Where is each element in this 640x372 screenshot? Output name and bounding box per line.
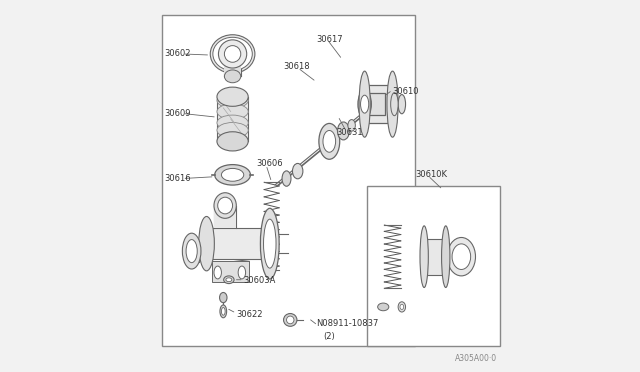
Ellipse shape bbox=[447, 237, 476, 276]
Ellipse shape bbox=[211, 35, 255, 73]
Ellipse shape bbox=[214, 193, 236, 218]
Ellipse shape bbox=[226, 278, 232, 282]
Ellipse shape bbox=[221, 308, 225, 315]
Ellipse shape bbox=[217, 132, 248, 151]
Text: 30618: 30618 bbox=[283, 62, 309, 71]
Text: 30616: 30616 bbox=[164, 174, 191, 183]
Ellipse shape bbox=[292, 163, 303, 179]
Ellipse shape bbox=[264, 219, 276, 268]
Bar bbox=[207, 228, 270, 260]
Ellipse shape bbox=[284, 314, 297, 326]
Ellipse shape bbox=[217, 93, 248, 108]
Text: 30602: 30602 bbox=[164, 49, 191, 58]
Ellipse shape bbox=[387, 71, 398, 137]
Bar bbox=[212, 262, 250, 282]
Text: 30610: 30610 bbox=[392, 87, 419, 96]
Bar bbox=[367, 186, 500, 346]
Ellipse shape bbox=[215, 164, 250, 185]
Ellipse shape bbox=[398, 94, 406, 114]
Bar bbox=[217, 97, 248, 141]
Ellipse shape bbox=[225, 46, 241, 62]
Ellipse shape bbox=[217, 104, 248, 119]
Ellipse shape bbox=[217, 87, 248, 106]
Ellipse shape bbox=[220, 305, 227, 318]
Text: 30631: 30631 bbox=[337, 128, 364, 137]
Ellipse shape bbox=[358, 90, 371, 118]
Text: 30622: 30622 bbox=[236, 310, 263, 319]
Ellipse shape bbox=[398, 302, 406, 312]
Ellipse shape bbox=[238, 266, 246, 279]
Ellipse shape bbox=[218, 197, 232, 214]
Bar bbox=[365, 85, 392, 124]
Bar bbox=[184, 241, 199, 262]
Ellipse shape bbox=[400, 304, 404, 310]
Ellipse shape bbox=[287, 316, 294, 324]
Ellipse shape bbox=[217, 115, 248, 131]
Ellipse shape bbox=[359, 71, 370, 137]
Bar bbox=[214, 206, 236, 228]
Ellipse shape bbox=[282, 171, 291, 186]
Text: 30606: 30606 bbox=[257, 159, 284, 168]
Ellipse shape bbox=[390, 93, 398, 116]
Ellipse shape bbox=[323, 131, 335, 152]
Ellipse shape bbox=[337, 122, 349, 140]
Ellipse shape bbox=[260, 208, 279, 279]
Ellipse shape bbox=[420, 226, 428, 288]
Ellipse shape bbox=[360, 95, 369, 113]
Ellipse shape bbox=[452, 244, 470, 269]
Ellipse shape bbox=[319, 124, 340, 159]
Text: 30609: 30609 bbox=[164, 109, 191, 118]
Text: A305A00·0: A305A00·0 bbox=[454, 354, 497, 363]
Ellipse shape bbox=[217, 122, 248, 138]
Ellipse shape bbox=[225, 70, 241, 83]
Ellipse shape bbox=[186, 240, 197, 263]
Text: (2): (2) bbox=[324, 332, 335, 341]
Ellipse shape bbox=[218, 40, 246, 68]
Ellipse shape bbox=[220, 292, 227, 303]
Ellipse shape bbox=[221, 169, 244, 181]
Text: 30603A: 30603A bbox=[244, 276, 276, 285]
Text: 30610K: 30610K bbox=[415, 170, 447, 179]
Ellipse shape bbox=[199, 217, 214, 271]
Bar bbox=[162, 15, 415, 346]
Bar bbox=[225, 58, 241, 76]
Text: N08911-10837: N08911-10837 bbox=[316, 319, 379, 328]
Text: 30617: 30617 bbox=[316, 35, 343, 44]
Ellipse shape bbox=[442, 226, 450, 288]
Bar bbox=[424, 239, 445, 275]
Ellipse shape bbox=[348, 120, 355, 131]
Ellipse shape bbox=[214, 266, 221, 279]
Ellipse shape bbox=[223, 276, 234, 283]
Ellipse shape bbox=[182, 233, 201, 269]
Ellipse shape bbox=[378, 303, 389, 311]
Ellipse shape bbox=[213, 37, 252, 71]
Bar bbox=[365, 93, 385, 115]
